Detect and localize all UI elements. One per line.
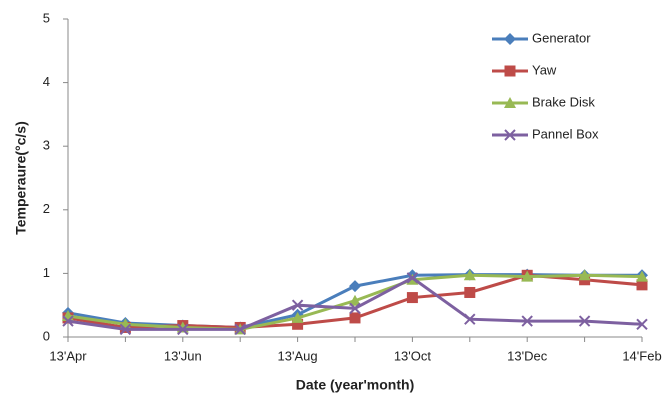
marker-x (636, 318, 648, 330)
marker-diamond (504, 33, 516, 45)
marker-x (521, 315, 533, 327)
marker-x (177, 323, 189, 336)
y-tick-label: 0 (43, 328, 50, 343)
marker-x (464, 313, 476, 325)
y-tick-label: 4 (43, 74, 50, 89)
x-tick-label: 13'Oct (394, 348, 432, 363)
x-axis-title: Date (year'month) (296, 377, 414, 393)
marker-square (349, 312, 361, 324)
marker-triangle (504, 97, 516, 108)
marker-square (406, 292, 418, 304)
marker-square (504, 65, 516, 77)
marker-x (62, 315, 74, 327)
x-tick-label: 14'Feb (622, 348, 661, 363)
y-tick-label: 5 (43, 10, 50, 25)
marker-square (292, 318, 304, 330)
x-tick-label: 13'Apr (49, 348, 87, 363)
marker-x (234, 323, 246, 336)
legend-label: Pannel Box (532, 126, 599, 141)
marker-diamond (349, 280, 361, 293)
marker-x (578, 315, 591, 327)
x-tick-label: 13'Dec (507, 348, 548, 363)
legend-label: Brake Disk (532, 94, 595, 109)
x-tick-label: 13'Aug (278, 348, 318, 363)
marker-triangle (349, 294, 361, 306)
y-tick-label: 1 (43, 265, 50, 280)
marker-triangle (521, 270, 534, 282)
marker-triangle (463, 269, 476, 281)
legend-label: Yaw (532, 62, 557, 77)
marker-triangle (578, 269, 591, 281)
marker-triangle (636, 270, 648, 282)
y-tick-label: 2 (43, 201, 50, 216)
legend-label: Generator (532, 30, 591, 45)
marker-square (636, 279, 648, 291)
marker-triangle (291, 311, 304, 323)
marker-square (464, 286, 476, 298)
marker-x (291, 299, 304, 311)
y-axis-title: Temperaure(°c/s) (13, 121, 29, 235)
x-tick-label: 13'Jun (164, 348, 202, 363)
y-tick-label: 3 (43, 138, 50, 153)
marker-x (504, 129, 516, 141)
marker-x (349, 302, 361, 315)
marker-x (119, 323, 132, 336)
marker-x (406, 272, 419, 284)
